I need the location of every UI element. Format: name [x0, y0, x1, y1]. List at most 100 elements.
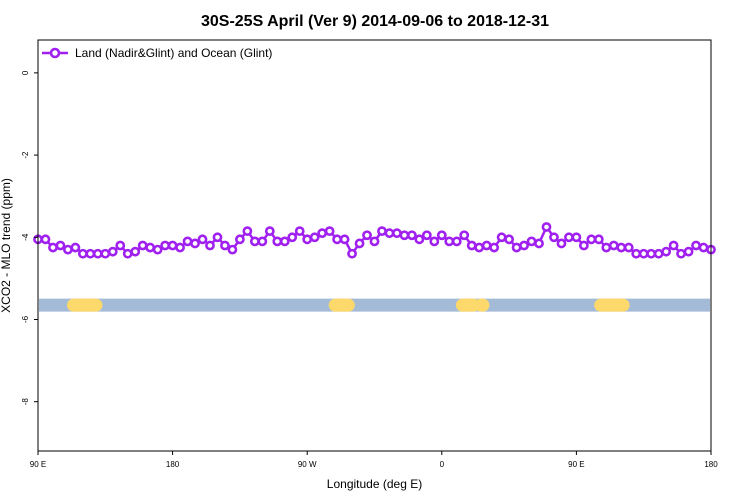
- data-point: [601, 242, 612, 253]
- data-point: [519, 240, 529, 251]
- data-point: [534, 238, 544, 249]
- data-point: [85, 248, 96, 259]
- data-point: [526, 236, 537, 247]
- legend-marker: [49, 47, 61, 59]
- data-point: [205, 240, 215, 251]
- data-point: [137, 240, 148, 251]
- data-point: [212, 232, 223, 243]
- data-point: [384, 228, 395, 239]
- data-point: [309, 232, 320, 243]
- x-tick-label: 90 W: [298, 460, 317, 469]
- data-point: [220, 240, 230, 251]
- data-point: [332, 234, 343, 245]
- y-axis-title: XCO2 - MLO trend (ppm): [0, 178, 13, 313]
- data-point: [272, 236, 283, 247]
- x-tick-label: 90 E: [568, 460, 584, 469]
- chart-title: 30S-25S April (Ver 9) 2014-09-06 to 2018…: [201, 13, 549, 30]
- data-point: [152, 244, 163, 255]
- data-point: [571, 232, 582, 243]
- data-point: [466, 240, 477, 251]
- data-point: [130, 246, 141, 257]
- data-point: [369, 236, 380, 247]
- data-point: [653, 248, 664, 259]
- data-point: [257, 236, 268, 247]
- data-point: [459, 230, 470, 241]
- data-point: [631, 248, 642, 259]
- data-point: [556, 238, 567, 249]
- data-point: [451, 236, 462, 247]
- data-point: [474, 242, 485, 253]
- x-axis-title: Longitude (deg E): [327, 477, 422, 491]
- data-point: [302, 234, 313, 245]
- data-point: [578, 240, 589, 251]
- data-point: [167, 240, 178, 251]
- plot-area: [33, 222, 716, 312]
- data-point: [564, 232, 574, 243]
- data-point: [616, 242, 627, 253]
- data-point: [234, 234, 245, 245]
- data-point: [668, 240, 679, 251]
- data-point: [392, 228, 402, 239]
- data-point: [586, 234, 597, 245]
- data-point: [406, 230, 417, 241]
- data-point: [638, 248, 649, 259]
- data-point: [122, 248, 133, 259]
- data-point: [70, 242, 81, 253]
- data-point: [264, 226, 275, 237]
- data-point: [541, 222, 552, 232]
- legend-label: Land (Nadir&Glint) and Ocean (Glint): [75, 46, 272, 60]
- data-point: [698, 242, 709, 253]
- data-point: [324, 226, 335, 237]
- y-tick-label: 0: [21, 70, 30, 75]
- x-axis: 90 E 180 90 W 0 90 E 180: [30, 451, 718, 469]
- x-tick-label: 180: [704, 460, 718, 469]
- legend: Land (Nadir&Glint) and Ocean (Glint): [42, 46, 272, 60]
- data-point: [414, 234, 425, 245]
- data-point: [354, 238, 365, 249]
- data-point: [549, 232, 559, 243]
- data-point: [489, 242, 500, 253]
- data-point: [399, 230, 410, 241]
- data-point: [182, 236, 193, 247]
- data-point: [115, 240, 126, 251]
- y-tick-label: -8: [21, 398, 30, 406]
- data-point: [429, 236, 440, 247]
- data-point: [444, 236, 455, 247]
- data-point: [197, 234, 208, 245]
- data-point: [227, 244, 238, 255]
- data-point: [40, 234, 51, 245]
- data-point: [145, 242, 156, 253]
- data-point: [608, 240, 619, 251]
- data-point: [347, 248, 357, 259]
- y-tick-label: -2: [21, 151, 30, 159]
- data-point: [107, 246, 118, 257]
- data-point: [190, 238, 200, 249]
- y-tick-label: -6: [21, 315, 30, 323]
- data-point: [661, 246, 672, 257]
- x-tick-label: 90 E: [30, 460, 46, 469]
- y-axis: 0 -2 -4 -6 -8: [21, 70, 38, 405]
- data-point: [623, 242, 634, 253]
- data-point: [48, 242, 58, 253]
- data-point: [593, 234, 604, 245]
- plot-frame: [37, 39, 712, 452]
- data-point: [279, 236, 290, 247]
- data-point: [100, 248, 111, 259]
- data-point: [646, 248, 657, 259]
- x-tick-label: 180: [166, 460, 180, 469]
- data-point: [504, 234, 514, 245]
- data-point: [676, 248, 686, 259]
- data-point: [92, 248, 103, 259]
- data-point: [691, 240, 701, 251]
- data-point: [63, 244, 73, 255]
- data-point: [287, 232, 298, 243]
- y-tick-label: -4: [21, 233, 30, 241]
- data-point: [294, 226, 305, 237]
- data-point: [175, 242, 185, 253]
- data-point: [496, 232, 507, 243]
- data-point: [436, 230, 447, 241]
- data-point: [421, 230, 432, 241]
- x-tick-label: 0: [440, 460, 445, 469]
- data-point: [481, 240, 492, 251]
